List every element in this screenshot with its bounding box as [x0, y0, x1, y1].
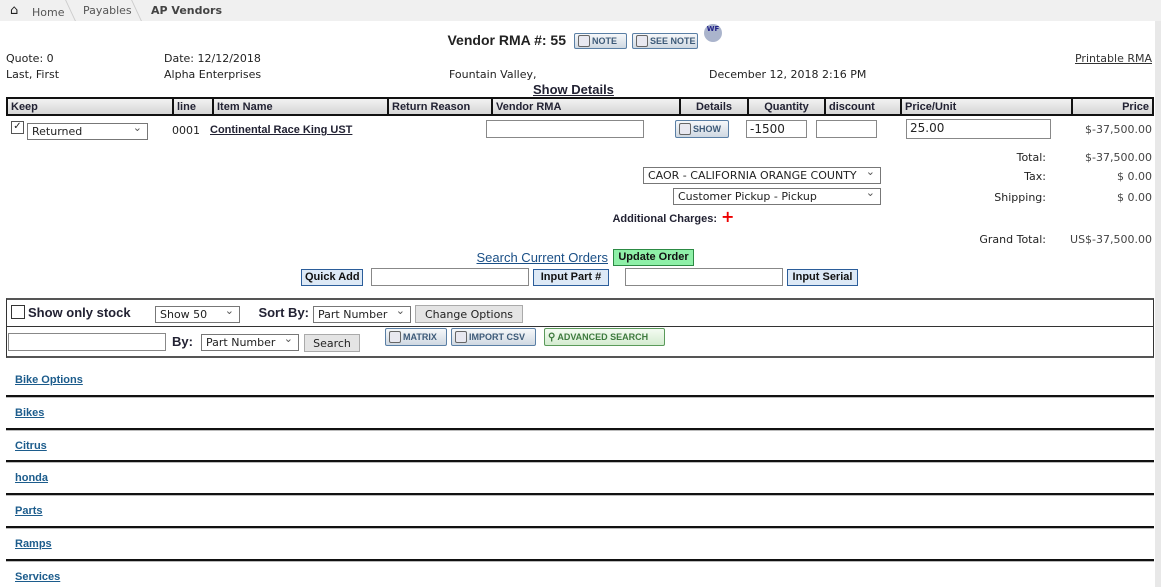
page-title: Vendor RMA #: 55: [447, 32, 566, 48]
see-note-icon: [636, 35, 648, 47]
search-input[interactable]: [8, 333, 166, 351]
magnifier-icon: ⚲: [548, 331, 556, 343]
col-return-reason: Return Reason: [387, 97, 493, 116]
show-only-stock-checkbox[interactable]: [11, 305, 25, 319]
show-count-select[interactable]: Show 50: [155, 306, 240, 323]
category-bike-options[interactable]: Bike Options: [15, 374, 83, 386]
quote: Quote: 0: [6, 52, 54, 65]
home-icon[interactable]: ⌂: [10, 3, 19, 18]
table-header: Keep line Item Name Return Reason Vendor…: [6, 97, 1154, 116]
contact-name: Last, First: [6, 68, 60, 81]
advanced-search-button[interactable]: ⚲ ADVANCED SEARCH: [544, 328, 665, 346]
total-value: $-37,500.00: [1085, 151, 1152, 164]
show-only-stock-label: Show only stock: [28, 305, 131, 320]
company: Alpha Enterprises: [164, 68, 262, 81]
category-ramps[interactable]: Ramps: [15, 538, 52, 550]
shipping-label: Shipping:: [994, 191, 1046, 204]
status-select[interactable]: Returned: [27, 123, 148, 140]
scrollbar[interactable]: [1155, 21, 1161, 587]
quick-add-button[interactable]: Quick Add: [301, 269, 363, 286]
datetime: December 12, 2018 2:16 PM: [709, 68, 867, 81]
show-details-link[interactable]: Show Details: [533, 82, 614, 97]
breadcrumb-home[interactable]: Home: [32, 6, 65, 19]
quick-add-input[interactable]: [371, 268, 529, 286]
date: Date: 12/12/2018: [164, 52, 261, 65]
sort-by-select[interactable]: Part Number: [313, 306, 411, 323]
col-keep: Keep: [6, 97, 174, 116]
vendor-rma-input[interactable]: [486, 120, 644, 138]
update-order-button[interactable]: Update Order: [613, 249, 694, 266]
grand-total-value: US$-37,500.00: [1070, 233, 1152, 246]
breadcrumb-ap-vendors[interactable]: AP Vendors: [151, 4, 223, 17]
line-number: 0001: [172, 124, 200, 137]
matrix-icon: [389, 331, 401, 343]
input-part-button[interactable]: Input Part #: [533, 269, 609, 286]
col-price-unit: Price/Unit: [900, 97, 1073, 116]
breadcrumb: ⌂ Home Payables AP Vendors: [0, 0, 1161, 21]
quantity-input[interactable]: -1500: [746, 120, 807, 138]
item-name-link[interactable]: Continental Race King UST: [210, 124, 353, 136]
import-csv-icon: [455, 331, 467, 343]
city: Fountain Valley,: [449, 68, 537, 81]
col-vendor-rma: Vendor RMA: [491, 97, 681, 116]
category-bikes[interactable]: Bikes: [15, 407, 45, 419]
category-honda[interactable]: honda: [15, 472, 48, 484]
col-discount: discount: [824, 97, 902, 116]
category-services[interactable]: Services: [15, 571, 61, 583]
matrix-button[interactable]: MATRIX: [385, 328, 447, 346]
tax-region-select[interactable]: CAOR - CALIFORNIA ORANGE COUNTY: [643, 167, 881, 184]
filter-panel: [6, 298, 1154, 358]
discount-input[interactable]: [816, 120, 877, 138]
price-unit-input[interactable]: 25.00: [906, 119, 1051, 139]
grand-total-label: Grand Total:: [979, 233, 1046, 246]
search-current-orders-link[interactable]: Search Current Orders: [476, 250, 609, 265]
import-csv-button[interactable]: IMPORT CSV: [451, 328, 536, 346]
show-details-button[interactable]: SHOW: [675, 120, 729, 138]
printable-rma-link[interactable]: Printable RMA: [1074, 52, 1152, 65]
input-serial-button[interactable]: Input Serial: [787, 269, 858, 286]
change-options-button[interactable]: Change Options: [415, 305, 523, 323]
add-charge-plus-icon[interactable]: +: [721, 207, 735, 226]
tax-label: Tax:: [1024, 170, 1046, 183]
category-parts[interactable]: Parts: [15, 505, 43, 517]
note-icon: [578, 35, 590, 47]
breadcrumb-payables[interactable]: Payables: [83, 4, 132, 17]
tax-value: $ 0.00: [1117, 170, 1152, 183]
line-price: $-37,500.00: [1085, 123, 1152, 136]
search-button[interactable]: Search: [304, 334, 360, 352]
keep-checkbox[interactable]: ✓: [11, 121, 24, 134]
col-line: line: [172, 97, 214, 116]
details-icon: [679, 123, 691, 135]
sort-by-label: Sort By:: [258, 305, 309, 320]
col-item-name: Item Name: [212, 97, 389, 116]
items-table: Keep line Item Name Return Reason Vendor…: [6, 97, 1154, 116]
shipping-method-select[interactable]: Customer Pickup - Pickup: [673, 188, 881, 205]
total-label: Total:: [1016, 151, 1046, 164]
shipping-value: $ 0.00: [1117, 191, 1152, 204]
workflow-gear-icon[interactable]: WF: [704, 24, 722, 42]
search-by-select[interactable]: Part Number: [201, 334, 299, 351]
part-number-input[interactable]: [625, 268, 783, 286]
by-label: By:: [172, 334, 193, 349]
col-quantity: Quantity: [747, 97, 826, 116]
category-citrus[interactable]: Citrus: [15, 440, 47, 452]
additional-charges-label: Additional Charges:: [612, 213, 717, 225]
see-note-button[interactable]: SEE NOTE: [632, 33, 698, 49]
note-button[interactable]: NOTE: [574, 33, 627, 49]
col-price: Price: [1071, 97, 1154, 116]
col-details: Details: [679, 97, 749, 116]
